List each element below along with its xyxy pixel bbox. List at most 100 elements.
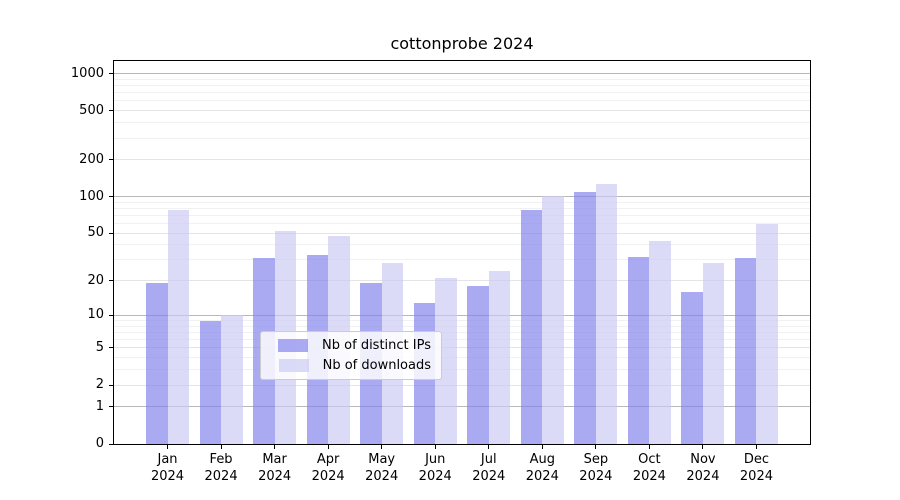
y-tick — [109, 73, 113, 75]
bar-downloads-feb — [221, 315, 243, 444]
minor-gridline — [114, 137, 810, 139]
x-tick — [327, 445, 329, 449]
legend-swatch-downloads-icon — [278, 359, 309, 372]
major-gridline — [114, 159, 810, 161]
x-tick-label-month: Nov — [690, 452, 716, 467]
bar-distinct-ips-nov — [681, 292, 703, 444]
bar-downloads-sep — [595, 183, 618, 444]
minor-gridline — [114, 357, 810, 359]
bar-distinct-ips-aug — [520, 210, 543, 444]
bar-downloads-oct — [649, 241, 671, 444]
x-tick-label-year: 2024 — [418, 469, 452, 484]
bar-distinct-ips-oct — [627, 256, 650, 444]
x-tick-label-month: Dec — [743, 452, 770, 467]
x-tick-label-year: 2024 — [472, 469, 506, 484]
minor-gridline — [114, 325, 810, 327]
bar-distinct-ips-dec — [734, 258, 757, 444]
y-tick-label: 1 — [95, 398, 104, 414]
x-tick — [434, 445, 436, 449]
chart-title: cottonprobe 2024 — [390, 34, 534, 53]
y-tick-label: 100 — [79, 188, 104, 204]
x-tick-label: Jun 2024 — [405, 451, 465, 485]
y-tick — [109, 159, 113, 161]
bar-downloads-jan — [167, 209, 190, 444]
minor-gridline — [114, 369, 810, 371]
x-tick-label: Nov 2024 — [673, 451, 733, 485]
y-tick — [109, 232, 113, 234]
x-tick-label: Mar 2024 — [245, 451, 305, 485]
y-tick-label: 2 — [95, 377, 104, 393]
x-tick-label-month: Jan — [157, 452, 178, 467]
minor-gridline — [114, 207, 810, 209]
major-gridline — [114, 232, 810, 234]
minor-gridline — [114, 259, 810, 261]
x-tick-label: Apr 2024 — [298, 451, 358, 485]
bar-downloads-dec — [756, 223, 778, 444]
x-tick — [648, 445, 650, 449]
x-tick — [220, 445, 222, 449]
x-tick-label: Aug 2024 — [512, 451, 572, 485]
x-tick — [595, 445, 597, 449]
x-tick — [755, 445, 757, 449]
x-tick-label-year: 2024 — [258, 469, 292, 484]
y-tick-label: 20 — [87, 272, 104, 288]
legend-row-distinct-ips: Nb of distinct IPs — [269, 338, 431, 353]
y-tick-label: 1000 — [70, 65, 104, 81]
x-tick-label-month: Sep — [583, 452, 609, 467]
minor-gridline — [114, 201, 810, 203]
x-tick-label-month: Oct — [638, 452, 661, 467]
y-tick — [109, 280, 113, 282]
x-tick-label-month: Jun — [425, 452, 446, 467]
bar-downloads-aug — [542, 195, 564, 444]
major-gridline — [114, 73, 810, 75]
x-tick — [381, 445, 383, 449]
y-tick-label: 0 — [95, 436, 104, 451]
x-tick-label-year: 2024 — [204, 469, 238, 484]
minor-gridline — [114, 122, 810, 124]
plot-area — [113, 60, 811, 445]
x-tick-label-year: 2024 — [632, 469, 666, 484]
x-tick-label: Sep 2024 — [566, 451, 626, 485]
major-gridline — [114, 110, 810, 112]
x-tick-label-year: 2024 — [365, 469, 399, 484]
bar-downloads-jul — [488, 271, 511, 444]
legend-row-downloads: Nb of downloads — [269, 358, 431, 373]
x-tick-label-month: Feb — [209, 452, 233, 467]
y-tick-label: 50 — [87, 225, 104, 241]
x-tick — [702, 445, 704, 449]
y-tick-label: 5 — [95, 339, 104, 355]
y-tick-label: 10 — [87, 307, 104, 323]
x-tick-label-year: 2024 — [579, 469, 613, 484]
x-tick-label-month: Aug — [529, 452, 555, 467]
major-gridline — [114, 347, 810, 349]
x-tick-label: Oct 2024 — [619, 451, 679, 485]
bar-downloads-nov — [702, 263, 725, 444]
minor-gridline — [114, 320, 810, 322]
x-tick-label-year: 2024 — [150, 469, 185, 484]
minor-gridline — [114, 223, 810, 225]
x-tick-label: Feb 2024 — [191, 451, 251, 485]
major-gridline — [114, 196, 810, 198]
x-tick — [167, 445, 169, 449]
minor-gridline — [114, 214, 810, 216]
major-gridline — [114, 384, 810, 386]
y-tick — [109, 347, 113, 349]
major-gridline — [114, 280, 810, 282]
bar-distinct-ips-sep — [574, 191, 596, 444]
legend-label-downloads: Nb of downloads — [322, 358, 431, 373]
x-tick-label: May 2024 — [352, 451, 412, 485]
y-tick — [109, 196, 113, 198]
minor-gridline — [114, 100, 810, 102]
x-tick — [488, 445, 490, 449]
minor-gridline — [114, 339, 810, 341]
x-tick-label-year: 2024 — [686, 469, 720, 484]
x-tick-label: Jul 2024 — [459, 451, 519, 485]
x-tick-label-month: Mar — [262, 452, 287, 467]
minor-gridline — [114, 92, 810, 94]
major-gridline — [114, 406, 810, 408]
bar-distinct-ips-jan — [146, 283, 168, 444]
legend: Nb of distinct IPs Nb of downloads — [260, 331, 442, 380]
x-tick-label: Jan 2024 — [138, 451, 198, 485]
y-tick — [109, 110, 113, 112]
bar-distinct-ips-feb — [199, 320, 222, 444]
